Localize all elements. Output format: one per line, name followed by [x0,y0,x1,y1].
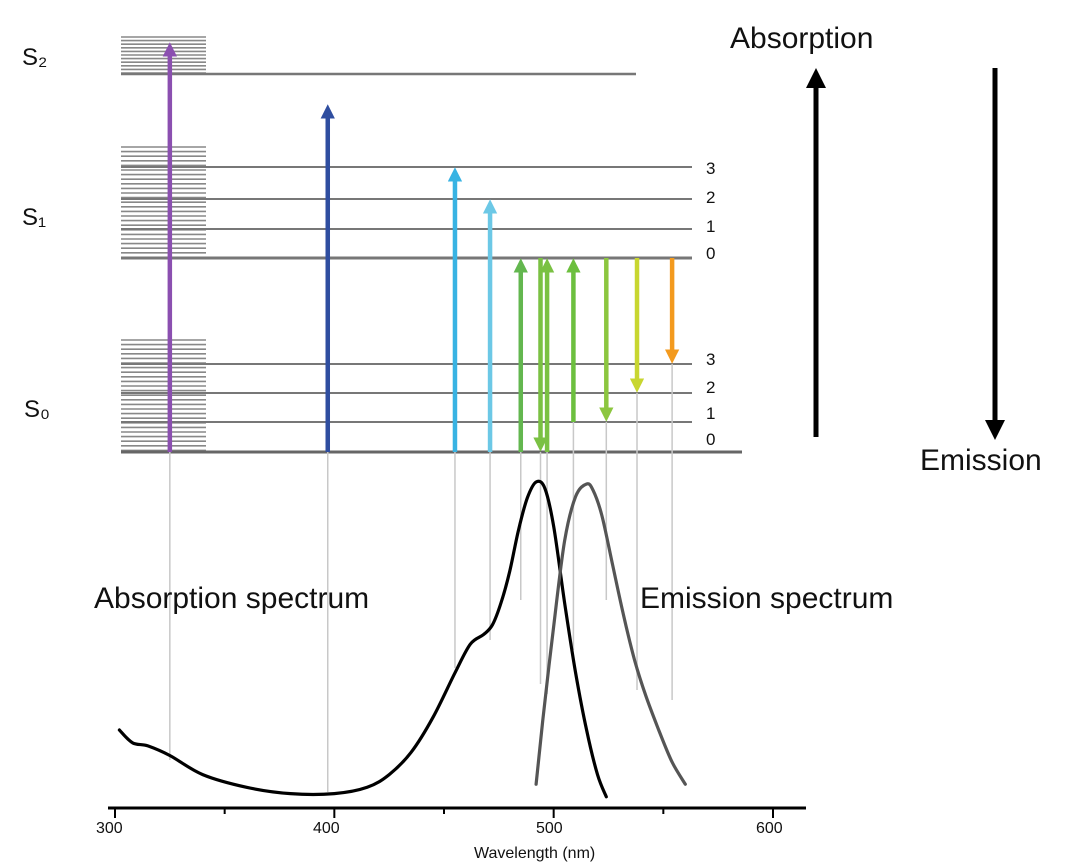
emission-legend-label: Emission [920,444,1042,477]
s1-vib-label: 3 [706,159,716,178]
absorption-spectrum-curve [117,479,608,799]
state-label-s0: S₀ [24,396,50,423]
axis-tick-label: 500 [536,820,563,837]
state-label-s1: S₁ [22,204,47,231]
axis-tick-label: 600 [756,820,783,837]
s0-vib-label: 1 [706,404,716,423]
s1-vib-label: 2 [706,188,716,207]
transition-arrows [162,42,680,452]
emission-spectrum-label: Emission spectrum [640,582,894,615]
axis-tick-label: 300 [96,820,123,837]
absorption-legend-label: Absorption [730,22,874,55]
s0-vib-label: 0 [706,430,716,449]
axis-title: Wavelength (nm) [474,845,596,862]
spectra-curves [117,479,687,799]
s1-vib-label: 0 [706,244,716,263]
wavelength-axis [108,806,806,818]
emission-spectrum-curve [534,482,687,786]
absorption-spectrum-label: Absorption spectrum [94,582,370,615]
s0-vib-label: 2 [706,378,716,397]
state-label-s2: S₂ [22,44,48,71]
s1-vib-label: 1 [706,217,716,236]
energy-levels [121,36,742,454]
axis-tick-label: 400 [313,820,340,837]
wavelength-droplines [169,364,673,792]
s0-vib-label: 3 [706,350,716,369]
